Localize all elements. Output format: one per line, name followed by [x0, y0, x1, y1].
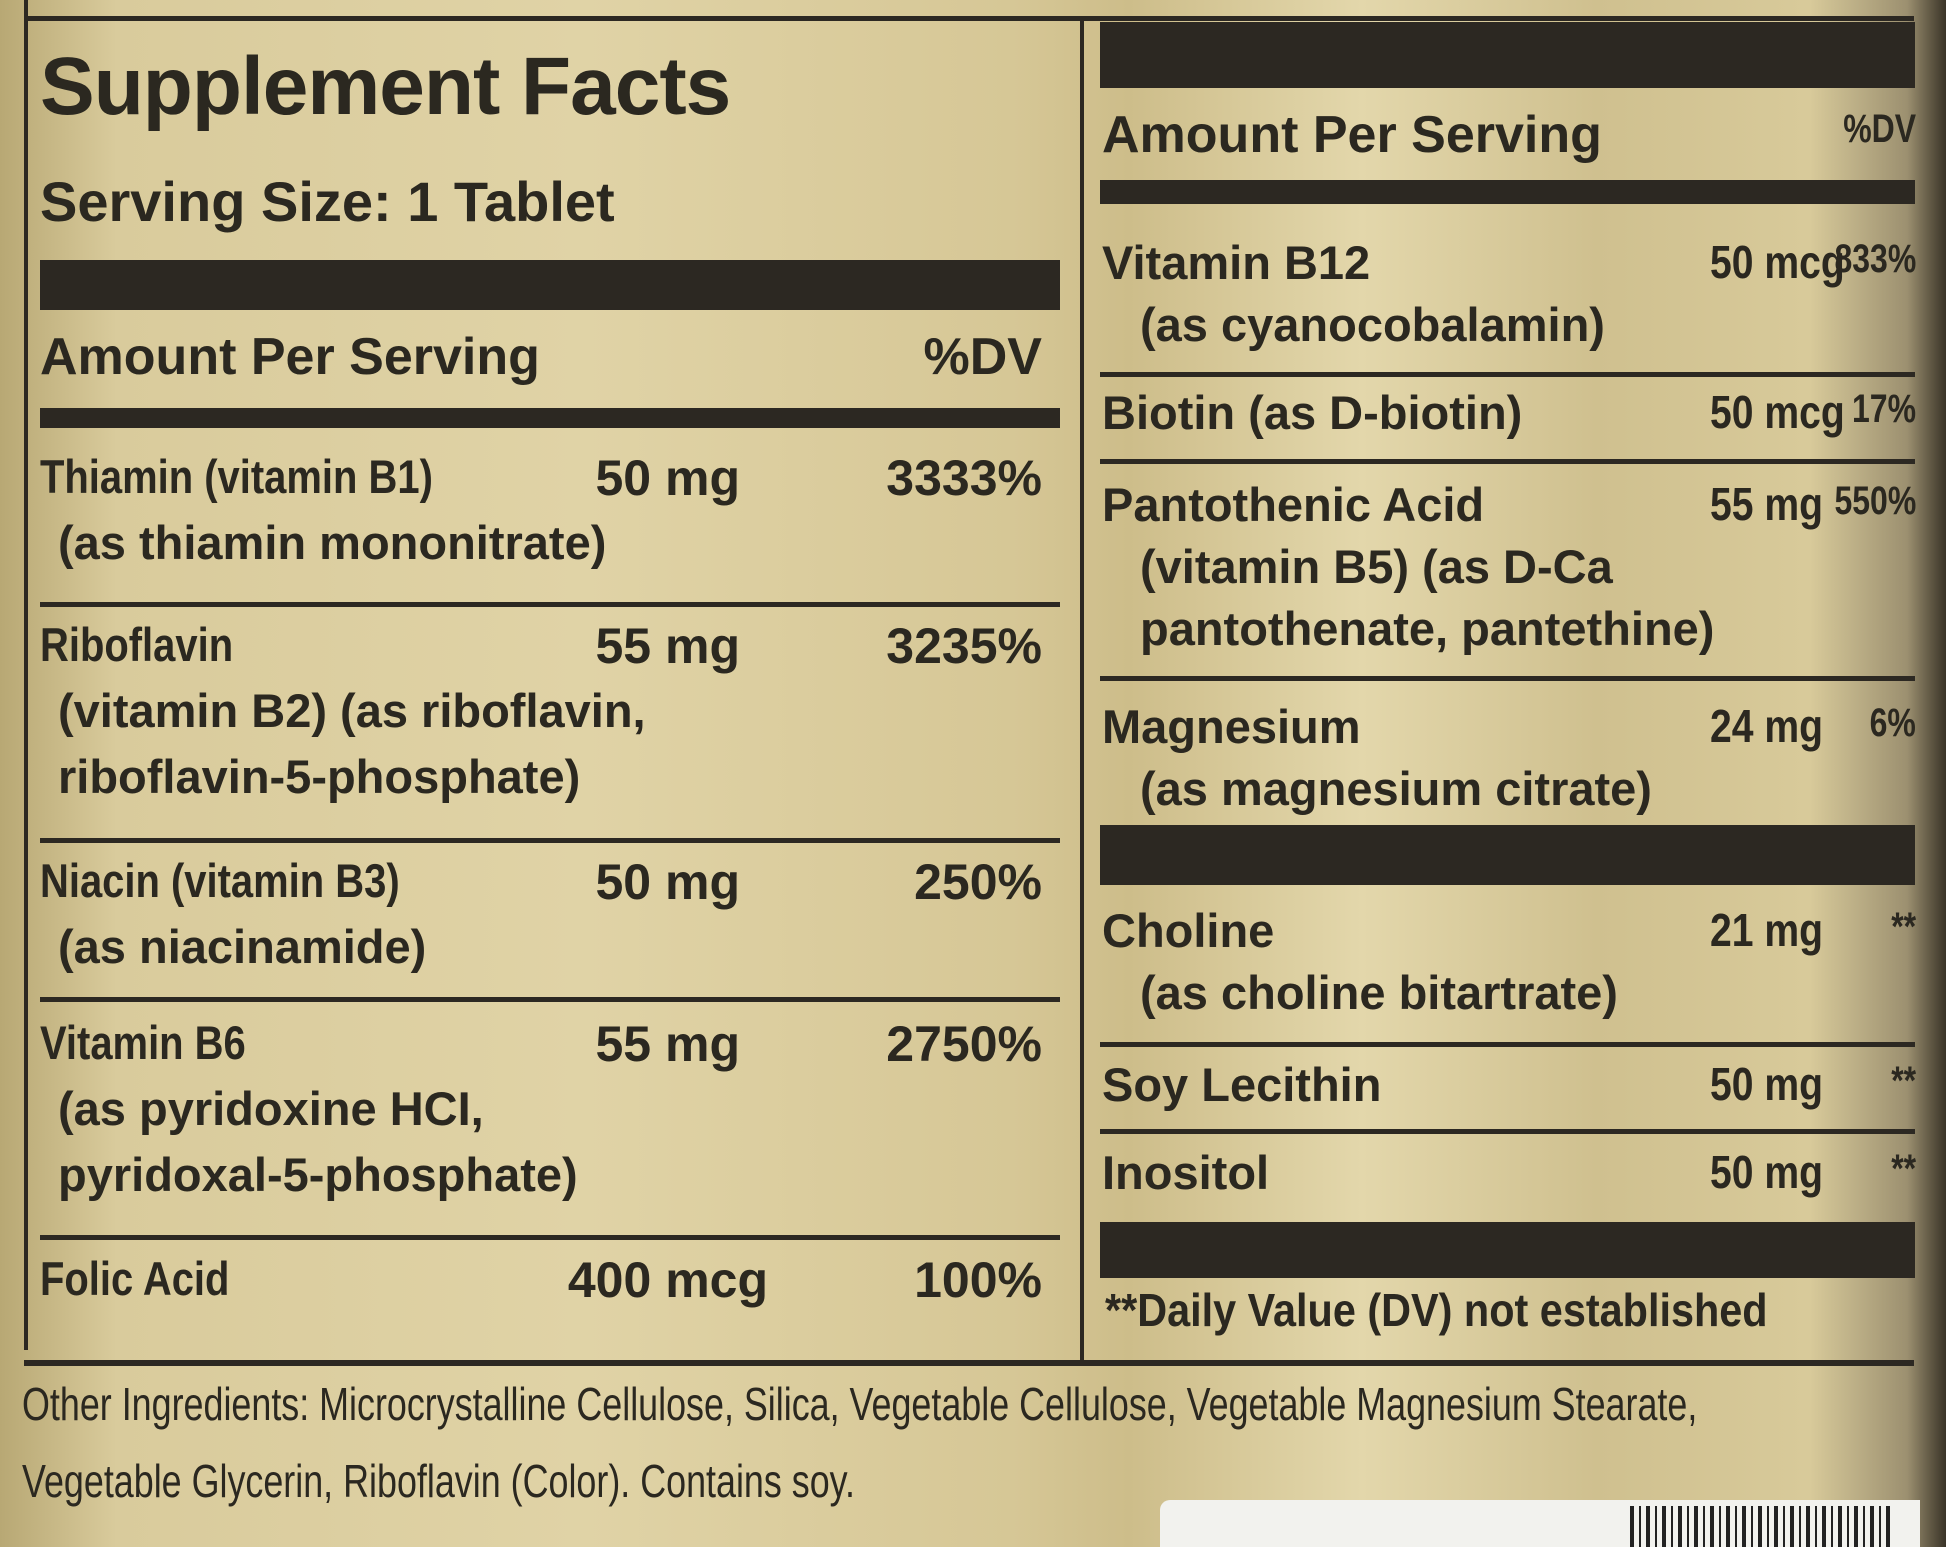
- row-divider: [40, 602, 1060, 607]
- nutrient-source: (as niacinamide): [58, 920, 427, 973]
- nutrient-source: riboflavin-5-phosphate): [58, 750, 581, 803]
- nutrient-amount: 50 mcg: [1710, 236, 1845, 288]
- nutrient-name: Vitamin B12: [1102, 236, 1371, 289]
- nutrient-name: Niacin (vitamin B3): [40, 854, 400, 907]
- amount-header-right: Amount Per Serving: [1102, 106, 1602, 164]
- nutrient-amount: 55 mg: [1710, 478, 1824, 530]
- serving-size: Serving Size: 1 Tablet: [40, 170, 615, 233]
- nutrient-name: Magnesium: [1102, 700, 1361, 753]
- top-rule: [24, 16, 1914, 21]
- thick-bar: [40, 260, 1060, 310]
- nutrient-name: Soy Lecithin: [1102, 1058, 1382, 1111]
- nutrient-name: Thiamin (vitamin B1): [40, 450, 433, 503]
- nutrient-name: Biotin (as D-biotin): [1102, 386, 1523, 439]
- nutrient-amount: 55 mg: [595, 618, 740, 674]
- footnote: **Daily Value (DV) not established: [1105, 1284, 1768, 1336]
- nutrient-name: Vitamin B6: [40, 1016, 246, 1069]
- nutrient-amount: 50 mg: [595, 854, 740, 910]
- section-bar: [1100, 825, 1915, 885]
- nutrient-source: (vitamin B5) (as D-Ca: [1140, 540, 1613, 593]
- nutrient-source: (vitamin B2) (as riboflavin,: [58, 684, 646, 737]
- nutrient-source: pantothenate, pantethine): [1140, 602, 1715, 655]
- barcode-icon: [1630, 1506, 1890, 1547]
- left-panel-border: [24, 0, 28, 1350]
- row-divider: [1100, 372, 1915, 377]
- nutrient-source: (as choline bitartrate): [1140, 966, 1618, 1019]
- nutrient-dv: 2750%: [886, 1016, 1042, 1072]
- other-ingredients-line1: Other Ingredients: Microcrystalline Cell…: [22, 1378, 1698, 1430]
- nutrient-dv: 250%: [914, 854, 1042, 910]
- nutrient-name: Folic Acid: [40, 1252, 230, 1305]
- nutrient-dv: 550%: [1834, 479, 1916, 523]
- nutrient-source: pyridoxal-5-phosphate): [58, 1148, 578, 1201]
- nutrient-dv: **: [1891, 905, 1916, 949]
- nutrient-amount: 55 mg: [595, 1016, 740, 1072]
- nutrient-dv: 3235%: [886, 618, 1042, 674]
- nutrient-amount: 50 mg: [1710, 1146, 1824, 1198]
- nutrient-source: (as cyanocobalamin): [1140, 298, 1605, 351]
- nutrient-amount: 50 mg: [595, 450, 740, 506]
- nutrient-source: (as pyridoxine HCI,: [58, 1082, 484, 1135]
- footnote-bar: [1100, 1222, 1915, 1278]
- nutrient-source: (as thiamin mononitrate): [58, 516, 607, 569]
- nutrient-dv: **: [1891, 1059, 1916, 1103]
- amount-header: Amount Per Serving: [40, 328, 540, 386]
- dv-header-right: %DV: [1843, 107, 1916, 151]
- nutrient-dv: 17%: [1851, 387, 1916, 431]
- nutrient-amount: 24 mg: [1710, 700, 1824, 752]
- nutrient-name: Inositol: [1102, 1146, 1270, 1199]
- page-title: Supplement Facts: [40, 41, 731, 132]
- nutrient-source: (as magnesium citrate): [1140, 762, 1652, 815]
- nutrient-dv: 3333%: [886, 450, 1042, 506]
- row-divider: [1100, 1129, 1915, 1134]
- panel-divider: [1080, 18, 1084, 1363]
- row-divider: [40, 838, 1060, 843]
- barcode-sticker: [1160, 1500, 1920, 1547]
- row-divider: [1100, 676, 1915, 681]
- nutrient-dv: **: [1891, 1147, 1916, 1191]
- nutrient-dv: 100%: [914, 1252, 1042, 1308]
- nutrient-amount: 21 mg: [1710, 904, 1824, 956]
- dv-header: %DV: [923, 328, 1042, 386]
- nutrient-name: Riboflavin: [40, 618, 234, 671]
- bottom-rule: [24, 1360, 1914, 1366]
- top-bar: [1100, 22, 1915, 88]
- header-bar: [40, 408, 1060, 428]
- row-divider: [40, 997, 1060, 1002]
- row-divider: [40, 1235, 1060, 1240]
- nutrient-name: Choline: [1102, 904, 1275, 957]
- other-ingredients-line2: Vegetable Glycerin, Riboflavin (Color). …: [22, 1455, 855, 1507]
- nutrient-amount: 400 mcg: [567, 1252, 768, 1308]
- row-divider: [1100, 1042, 1915, 1047]
- nutrient-dv: 833%: [1834, 237, 1916, 281]
- header-bar-right: [1100, 180, 1915, 204]
- nutrient-dv: 6%: [1869, 701, 1916, 745]
- nutrient-name: Pantothenic Acid: [1102, 478, 1485, 531]
- row-divider: [1100, 459, 1915, 464]
- nutrient-amount: 50 mg: [1710, 1058, 1824, 1110]
- nutrient-amount: 50 mcg: [1710, 386, 1845, 438]
